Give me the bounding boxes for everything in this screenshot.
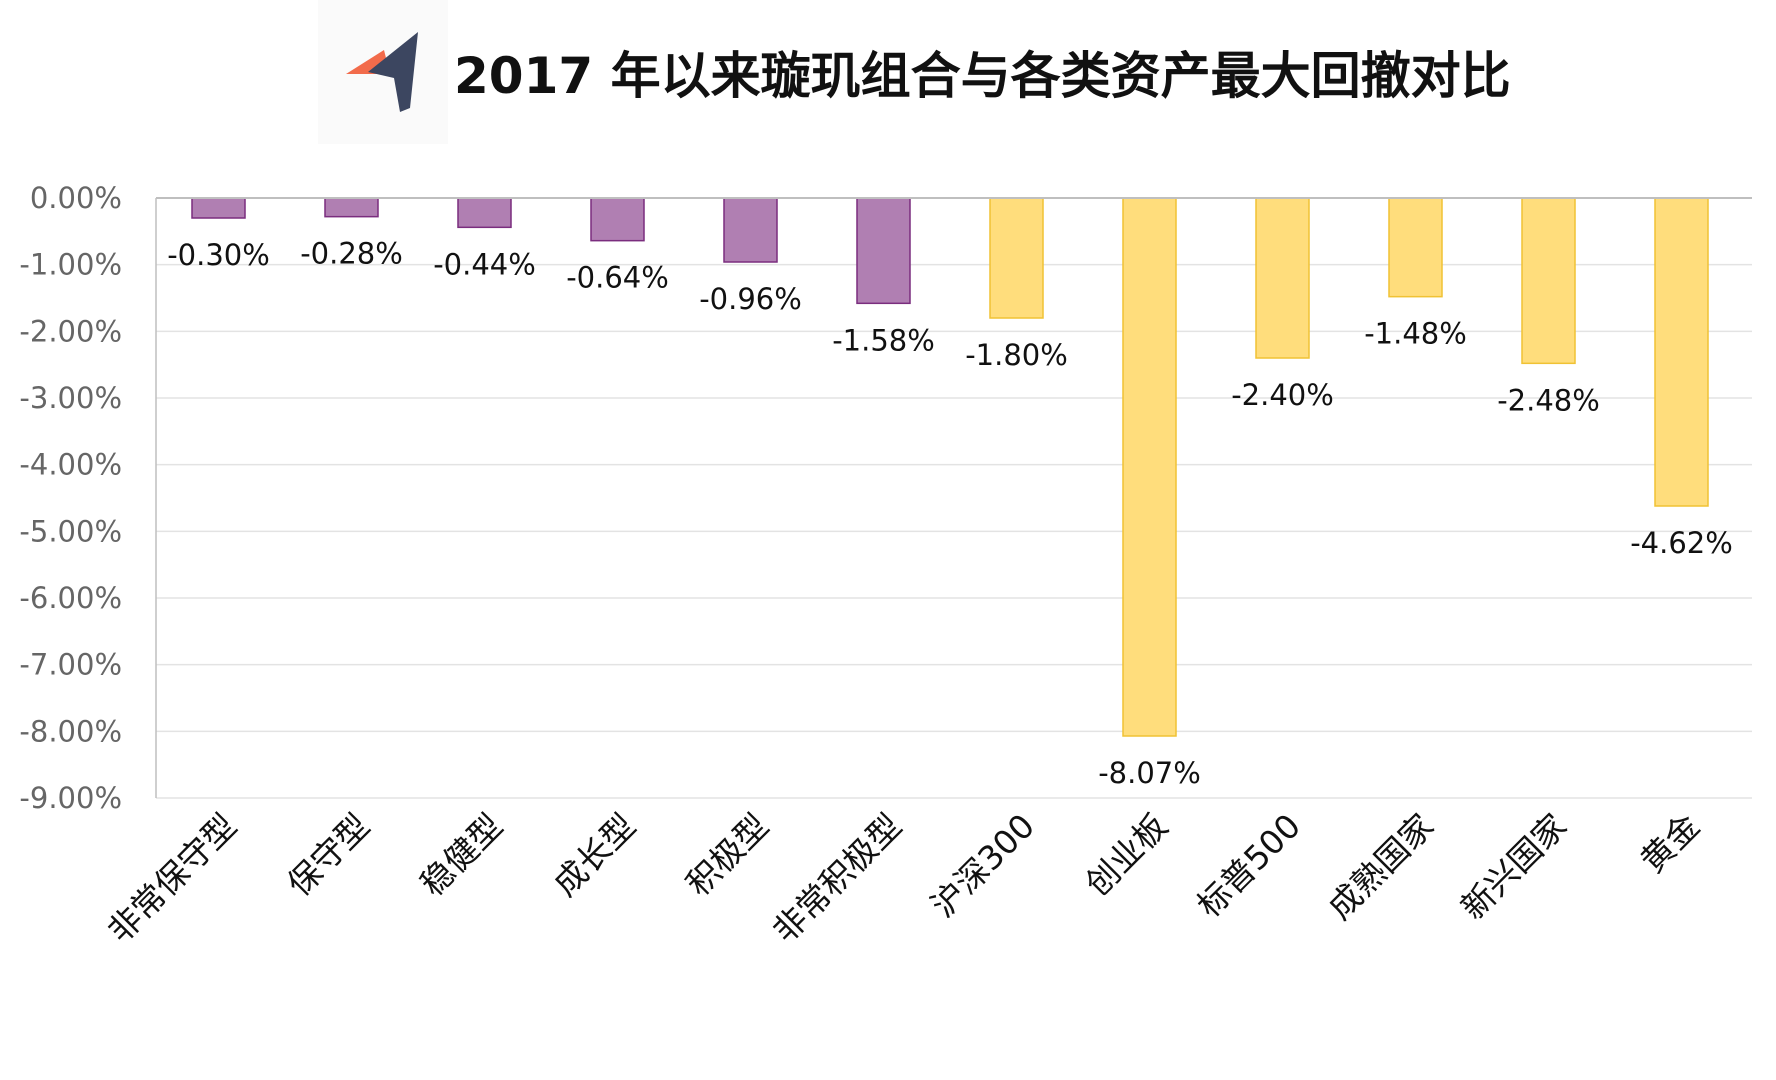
category-label: 成长型 <box>546 806 644 904</box>
chart-title: 2017 年以来璇玑组合与各类资产最大回撤对比 <box>454 47 1511 105</box>
category-label: 沪深300 <box>923 806 1042 925</box>
data-label: -0.96% <box>699 282 802 316</box>
y-tick-label: -2.00% <box>19 314 122 348</box>
y-tick-label: -1.00% <box>19 248 122 282</box>
y-tick-label: -6.00% <box>19 581 122 615</box>
data-label: -1.80% <box>965 338 1068 372</box>
data-label: -0.28% <box>300 237 403 271</box>
category-label: 成熟国家 <box>1320 806 1441 927</box>
y-tick-label: -7.00% <box>19 648 122 682</box>
category-label: 非常积极型 <box>765 806 909 950</box>
bar-4 <box>590 197 645 242</box>
bar-9 <box>1255 197 1310 359</box>
y-tick-label: -4.00% <box>19 448 122 482</box>
category-label: 黄金 <box>1633 806 1707 880</box>
bar-8 <box>1122 197 1177 737</box>
data-label: -1.58% <box>832 323 935 357</box>
bar-5 <box>723 197 778 263</box>
data-label: -0.30% <box>167 238 270 272</box>
chart-header: 2017 年以来璇玑组合与各类资产最大回撤对比 <box>318 0 1518 144</box>
category-label: 标普500 <box>1189 806 1308 925</box>
category-label: 积极型 <box>679 806 777 904</box>
bar-3 <box>457 197 512 229</box>
data-label: -0.64% <box>566 261 669 295</box>
data-label: -8.07% <box>1098 756 1201 790</box>
bar-10 <box>1388 197 1443 298</box>
data-label: -2.40% <box>1231 378 1334 412</box>
bar-11 <box>1521 197 1576 365</box>
category-label: 非常保守型 <box>100 806 244 950</box>
data-label: -1.48% <box>1364 317 1467 351</box>
category-label: 新兴国家 <box>1453 806 1574 927</box>
data-label: -4.62% <box>1630 526 1733 560</box>
category-label: 保守型 <box>280 806 378 904</box>
bar-6 <box>856 197 911 305</box>
bar-1 <box>191 197 246 219</box>
category-label: 创业板 <box>1078 806 1176 904</box>
bar-7 <box>989 197 1044 319</box>
bar-12 <box>1654 197 1709 507</box>
data-label: -2.48% <box>1497 383 1600 417</box>
y-tick-label: -9.00% <box>19 781 122 815</box>
y-tick-label: 0.00% <box>30 181 122 215</box>
y-tick-label: -5.00% <box>19 514 122 548</box>
category-label: 稳健型 <box>413 806 511 904</box>
bar-2 <box>324 197 379 218</box>
y-tick-label: -3.00% <box>19 381 122 415</box>
data-label: -0.44% <box>433 247 536 281</box>
y-tick-label: -8.00% <box>19 714 122 748</box>
navigation-arrow-logo-icon <box>318 0 448 144</box>
